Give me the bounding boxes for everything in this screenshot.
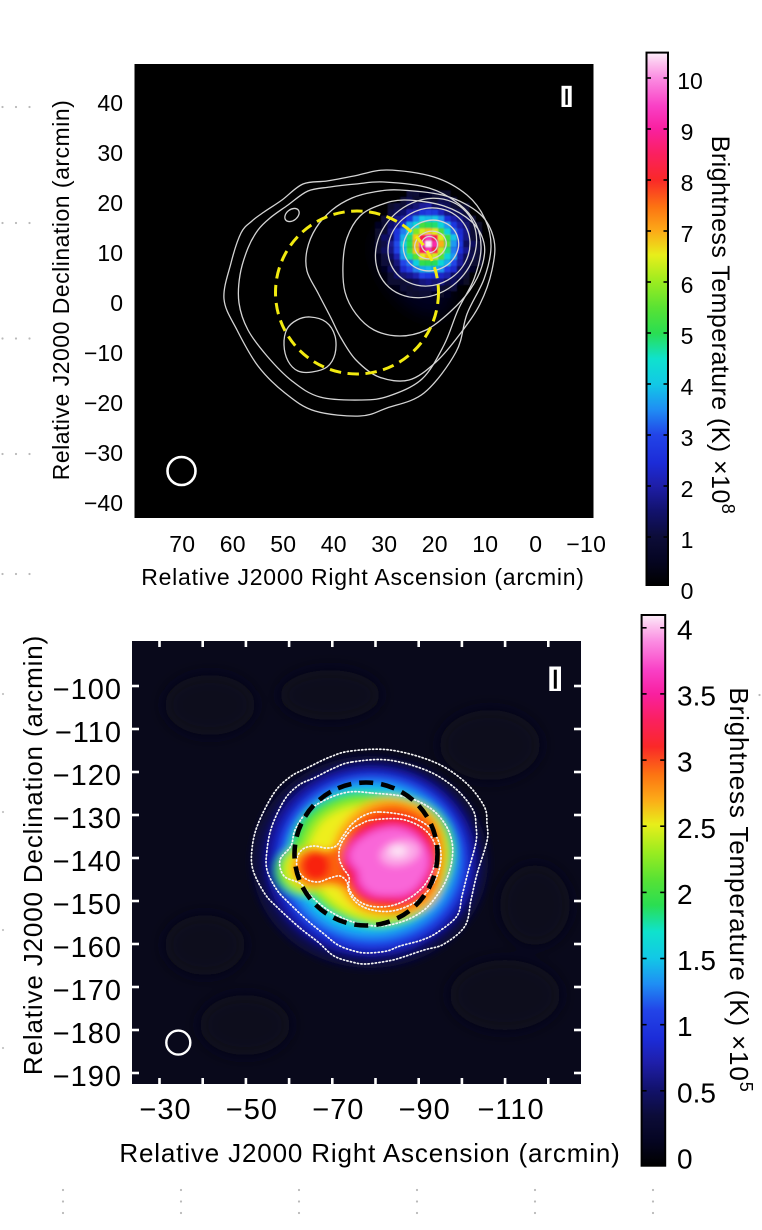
svg-text:−30: −30 bbox=[84, 440, 123, 466]
svg-text:10: 10 bbox=[677, 68, 703, 94]
svg-text:0: 0 bbox=[529, 531, 542, 557]
svg-text:2.5: 2.5 bbox=[677, 813, 716, 844]
svg-text:−180: −180 bbox=[53, 1018, 122, 1050]
svg-text:60: 60 bbox=[220, 531, 246, 557]
svg-text:10: 10 bbox=[97, 240, 123, 266]
svg-text:20: 20 bbox=[97, 190, 123, 216]
svg-text:−10: −10 bbox=[566, 531, 606, 557]
svg-text:−170: −170 bbox=[53, 975, 122, 1007]
svg-text:3: 3 bbox=[677, 747, 693, 778]
svg-text:2: 2 bbox=[681, 476, 694, 502]
svg-text:−10: −10 bbox=[84, 340, 123, 366]
svg-text:40: 40 bbox=[321, 531, 347, 557]
svg-text:−120: −120 bbox=[53, 760, 122, 792]
svg-text:Brightness Temperature (K) ×10: Brightness Temperature (K) ×105 bbox=[724, 687, 756, 1092]
svg-text:30: 30 bbox=[97, 140, 123, 166]
svg-text:2: 2 bbox=[677, 879, 693, 910]
svg-text:0: 0 bbox=[681, 578, 694, 604]
svg-text:10: 10 bbox=[472, 531, 498, 557]
svg-text:1: 1 bbox=[681, 527, 694, 553]
svg-text:70: 70 bbox=[169, 531, 195, 557]
svg-text:Relative J2000 Right Ascension: Relative J2000 Right Ascension (arcmin) bbox=[119, 1138, 620, 1168]
svg-text:−140: −140 bbox=[53, 846, 122, 878]
svg-text:−160: −160 bbox=[53, 932, 122, 964]
svg-text:−50: −50 bbox=[226, 1094, 278, 1126]
svg-text:−20: −20 bbox=[84, 390, 123, 416]
svg-text:9: 9 bbox=[681, 119, 694, 145]
svg-text:40: 40 bbox=[97, 90, 123, 116]
svg-text:1.5: 1.5 bbox=[677, 945, 716, 976]
svg-text:4: 4 bbox=[681, 374, 694, 400]
svg-text:−190: −190 bbox=[53, 1061, 122, 1093]
svg-text:30: 30 bbox=[371, 531, 397, 557]
svg-text:−70: −70 bbox=[312, 1094, 364, 1126]
svg-text:3.5: 3.5 bbox=[677, 680, 716, 711]
svg-text:Relative J2000 Declination (ar: Relative J2000 Declination (arcmin) bbox=[48, 100, 74, 481]
svg-text:3: 3 bbox=[681, 425, 694, 451]
svg-text:−90: −90 bbox=[399, 1094, 451, 1126]
svg-text:−110: −110 bbox=[55, 717, 122, 749]
svg-text:−150: −150 bbox=[53, 889, 122, 921]
svg-text:5: 5 bbox=[681, 323, 694, 349]
svg-text:0: 0 bbox=[110, 290, 123, 316]
svg-text:50: 50 bbox=[270, 531, 296, 557]
svg-text:Relative J2000 Right Ascension: Relative J2000 Right Ascension (arcmin) bbox=[141, 564, 584, 590]
svg-text:Brightness Temperature (K) ×10: Brightness Temperature (K) ×108 bbox=[706, 136, 738, 515]
svg-text:8: 8 bbox=[681, 170, 694, 196]
svg-text:1: 1 bbox=[677, 1011, 693, 1042]
svg-text:−100: −100 bbox=[53, 674, 122, 706]
svg-text:20: 20 bbox=[422, 531, 448, 557]
svg-text:−130: −130 bbox=[53, 803, 122, 835]
svg-text:−40: −40 bbox=[84, 490, 123, 516]
svg-text:6: 6 bbox=[681, 272, 694, 298]
svg-text:−110: −110 bbox=[478, 1094, 545, 1126]
svg-text:7: 7 bbox=[681, 221, 694, 247]
svg-text:4: 4 bbox=[677, 614, 693, 645]
svg-text:−30: −30 bbox=[139, 1094, 191, 1126]
svg-text:0: 0 bbox=[677, 1144, 693, 1175]
svg-text:Relative J2000 Declination (ar: Relative J2000 Declination (arcmin) bbox=[18, 635, 48, 1075]
svg-text:0.5: 0.5 bbox=[677, 1077, 716, 1108]
